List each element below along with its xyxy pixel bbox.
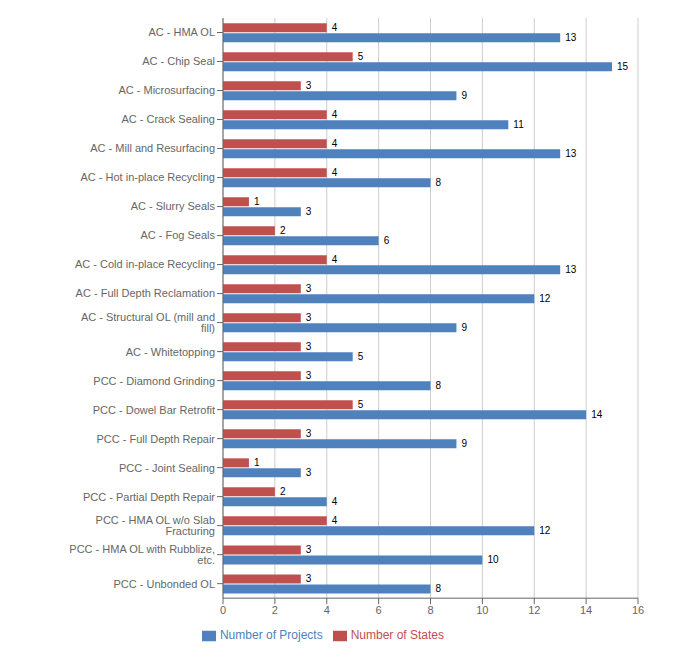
svg-text:PCC - Unbonded OL: PCC - Unbonded OL bbox=[114, 578, 216, 590]
svg-text:3: 3 bbox=[306, 573, 312, 584]
svg-text:12: 12 bbox=[539, 293, 551, 304]
svg-text:10: 10 bbox=[487, 554, 499, 565]
svg-text:AC - Cold in-place Recycling: AC - Cold in-place Recycling bbox=[75, 258, 215, 270]
svg-text:3: 3 bbox=[306, 428, 312, 439]
svg-text:13: 13 bbox=[565, 264, 577, 275]
svg-text:AC - Chip Seal: AC - Chip Seal bbox=[142, 55, 215, 67]
svg-text:AC - Hot in-place Recycling: AC - Hot in-place Recycling bbox=[81, 171, 216, 183]
svg-text:8: 8 bbox=[436, 177, 442, 188]
svg-text:AC - Microsurfacing: AC - Microsurfacing bbox=[118, 84, 215, 96]
svg-text:9: 9 bbox=[461, 90, 467, 101]
svg-text:5: 5 bbox=[358, 351, 364, 362]
svg-text:AC - Crack Sealing: AC - Crack Sealing bbox=[121, 113, 215, 125]
svg-text:4: 4 bbox=[332, 109, 338, 120]
html-text:Number of Projects: Number of Projects bbox=[220, 628, 323, 643]
svg-text:12: 12 bbox=[539, 525, 551, 536]
html-text:Number of States: Number of States bbox=[350, 628, 444, 643]
svg-text:1: 1 bbox=[254, 196, 260, 207]
svg-text:8: 8 bbox=[436, 380, 442, 391]
svg-text:16: 16 bbox=[632, 604, 644, 616]
svg-text:PCC - HMA OL w/o SlabFracturin: PCC - HMA OL w/o SlabFracturing bbox=[96, 514, 215, 537]
svg-text:4: 4 bbox=[332, 496, 338, 507]
svg-text:AC - Structural OL (mill andfi: AC - Structural OL (mill andfill) bbox=[81, 311, 215, 334]
svg-text:2: 2 bbox=[280, 225, 286, 236]
svg-text:3: 3 bbox=[306, 312, 312, 323]
svg-text:3: 3 bbox=[306, 544, 312, 555]
svg-text:14: 14 bbox=[591, 409, 603, 420]
svg-text:PCC - Diamond Grinding: PCC - Diamond Grinding bbox=[93, 375, 215, 387]
svg-text:AC - Fog Seals: AC - Fog Seals bbox=[140, 229, 215, 241]
svg-text:5: 5 bbox=[358, 399, 364, 410]
svg-text:AC - Slurry Seals: AC - Slurry Seals bbox=[131, 200, 216, 212]
svg-text:4: 4 bbox=[324, 604, 330, 616]
svg-text:4: 4 bbox=[332, 138, 338, 149]
svg-text:3: 3 bbox=[306, 206, 312, 217]
svg-text:11: 11 bbox=[513, 119, 524, 130]
svg-text:3: 3 bbox=[306, 370, 312, 381]
svg-text:2: 2 bbox=[280, 486, 286, 497]
svg-text:1: 1 bbox=[254, 457, 260, 468]
svg-text:15: 15 bbox=[617, 61, 629, 72]
svg-text:6: 6 bbox=[384, 235, 390, 246]
svg-text:3: 3 bbox=[306, 80, 312, 91]
svg-text:2: 2 bbox=[272, 604, 278, 616]
svg-text:9: 9 bbox=[461, 438, 467, 449]
svg-text:13: 13 bbox=[565, 148, 577, 159]
svg-text:4: 4 bbox=[332, 254, 338, 265]
svg-text:4: 4 bbox=[332, 515, 338, 526]
svg-text:PCC - HMA OL with Rubblize,etc: PCC - HMA OL with Rubblize,etc. bbox=[69, 543, 215, 566]
svg-text:3: 3 bbox=[306, 467, 312, 478]
svg-text:4: 4 bbox=[332, 167, 338, 178]
svg-text:AC - Mill and Resurfacing: AC - Mill and Resurfacing bbox=[90, 142, 215, 154]
svg-text:9: 9 bbox=[461, 322, 467, 333]
svg-text:3: 3 bbox=[306, 283, 312, 294]
svg-text:14: 14 bbox=[580, 604, 592, 616]
svg-text:10: 10 bbox=[476, 604, 488, 616]
svg-text:PCC - Joint Sealing: PCC - Joint Sealing bbox=[119, 462, 215, 474]
svg-text:8: 8 bbox=[436, 583, 442, 594]
svg-text:AC - HMA OL: AC - HMA OL bbox=[148, 26, 215, 38]
svg-text:5: 5 bbox=[358, 51, 364, 62]
svg-text:12: 12 bbox=[528, 604, 540, 616]
svg-text:AC - Full Depth Reclamation: AC - Full Depth Reclamation bbox=[76, 287, 215, 299]
svg-text:PCC - Partial Depth Repair: PCC - Partial Depth Repair bbox=[83, 491, 215, 503]
svg-text:PCC - Dowel Bar Retrofit: PCC - Dowel Bar Retrofit bbox=[93, 404, 215, 416]
svg-text:3: 3 bbox=[306, 341, 312, 352]
svg-text:13: 13 bbox=[565, 32, 577, 43]
svg-text:6: 6 bbox=[376, 604, 382, 616]
svg-text:4: 4 bbox=[332, 22, 338, 33]
svg-text:0: 0 bbox=[220, 604, 226, 616]
svg-text:PCC - Full Depth Repair: PCC - Full Depth Repair bbox=[96, 433, 215, 445]
svg-text:AC - Whitetopping: AC - Whitetopping bbox=[126, 346, 215, 358]
svg-text:8: 8 bbox=[427, 604, 433, 616]
